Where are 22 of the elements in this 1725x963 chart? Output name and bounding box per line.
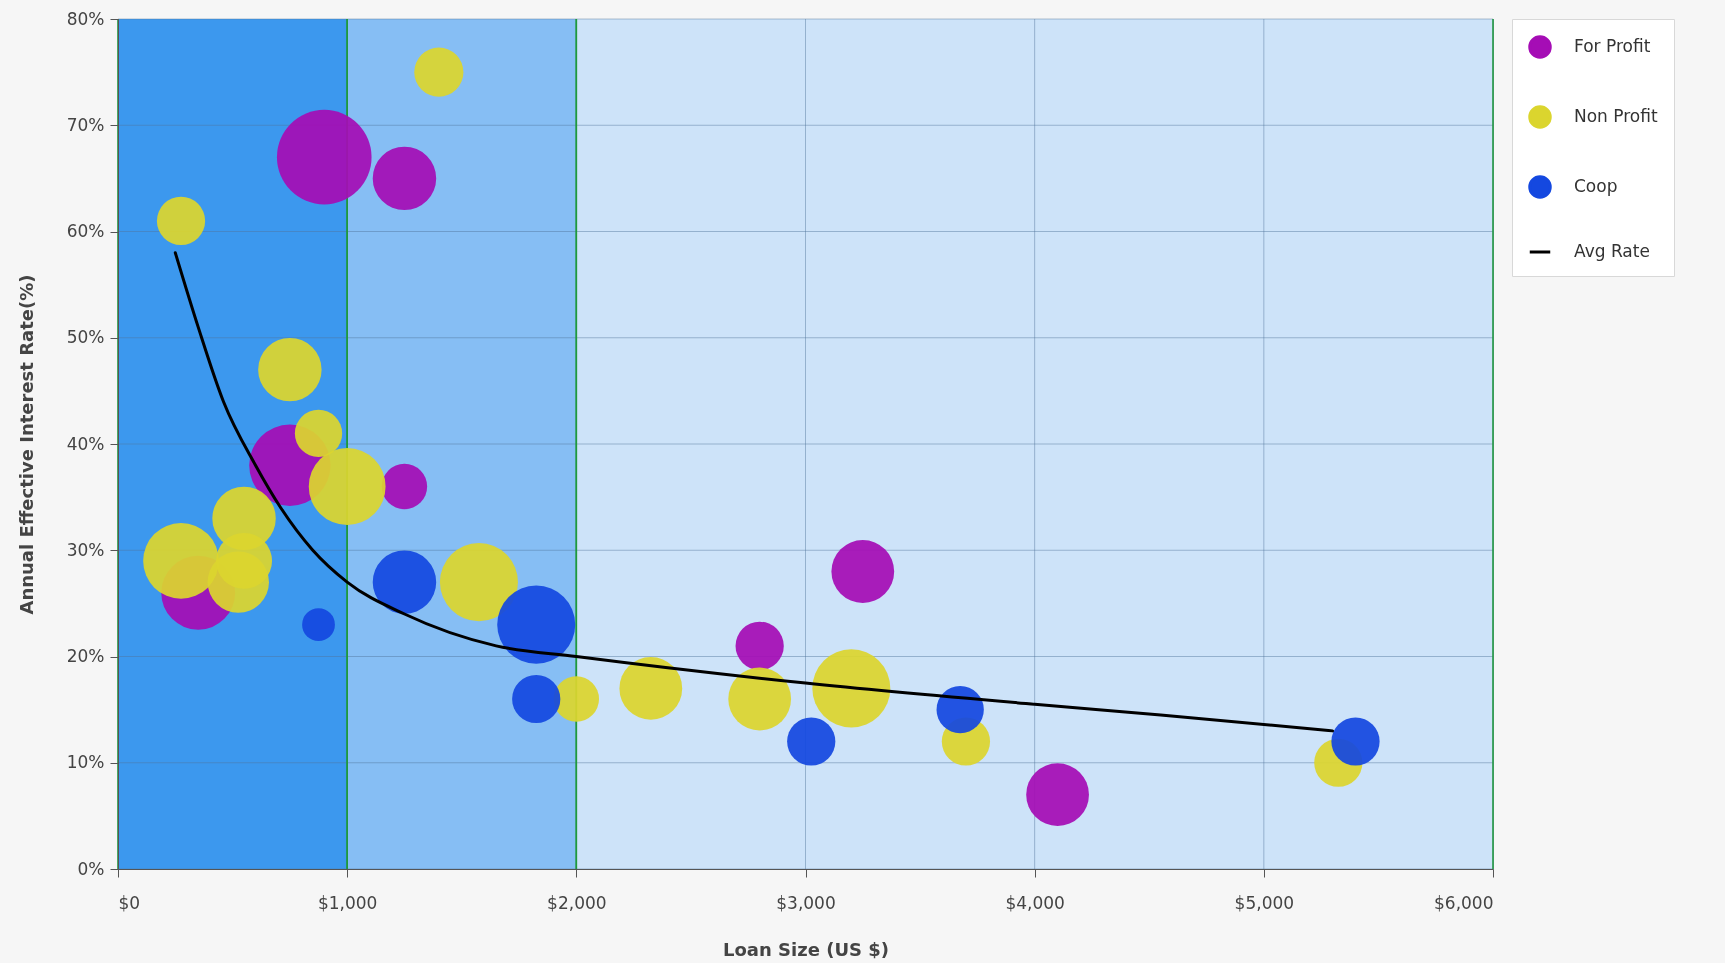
y-tick-label: 50% <box>66 327 105 348</box>
y-tick-label: 0% <box>77 858 105 879</box>
y-tick-label: 80% <box>66 8 105 29</box>
x-tick-label: $4,000 <box>1005 892 1065 913</box>
x-tick-label: $5,000 <box>1234 892 1295 913</box>
x-axis-title: Loan Size (US $) <box>723 938 889 960</box>
legend-label: Non Profit <box>1574 106 1658 126</box>
y-tick-label: 40% <box>66 433 105 454</box>
y-tick-label: 60% <box>66 221 105 241</box>
y-tick-label: 70% <box>66 114 105 135</box>
legend-label: Coop <box>1574 176 1618 196</box>
y-axis-title: Annual Effective Interest Rate(%) <box>15 274 37 615</box>
x-tick-label: $3,000 <box>776 892 836 913</box>
y-tick-label: 30% <box>66 539 105 560</box>
y-tick-label: 20% <box>66 646 105 666</box>
x-tick-label: $6,000 <box>1434 892 1494 913</box>
y-tick-label: 10% <box>66 752 105 773</box>
x-tick-label: $0 <box>118 892 141 913</box>
legend-label: Avg Rate <box>1574 241 1650 261</box>
x-tick-label: $1,000 <box>317 892 378 913</box>
x-tick-label: $2,000 <box>547 892 607 913</box>
legend-label: For Profit <box>1574 36 1651 56</box>
